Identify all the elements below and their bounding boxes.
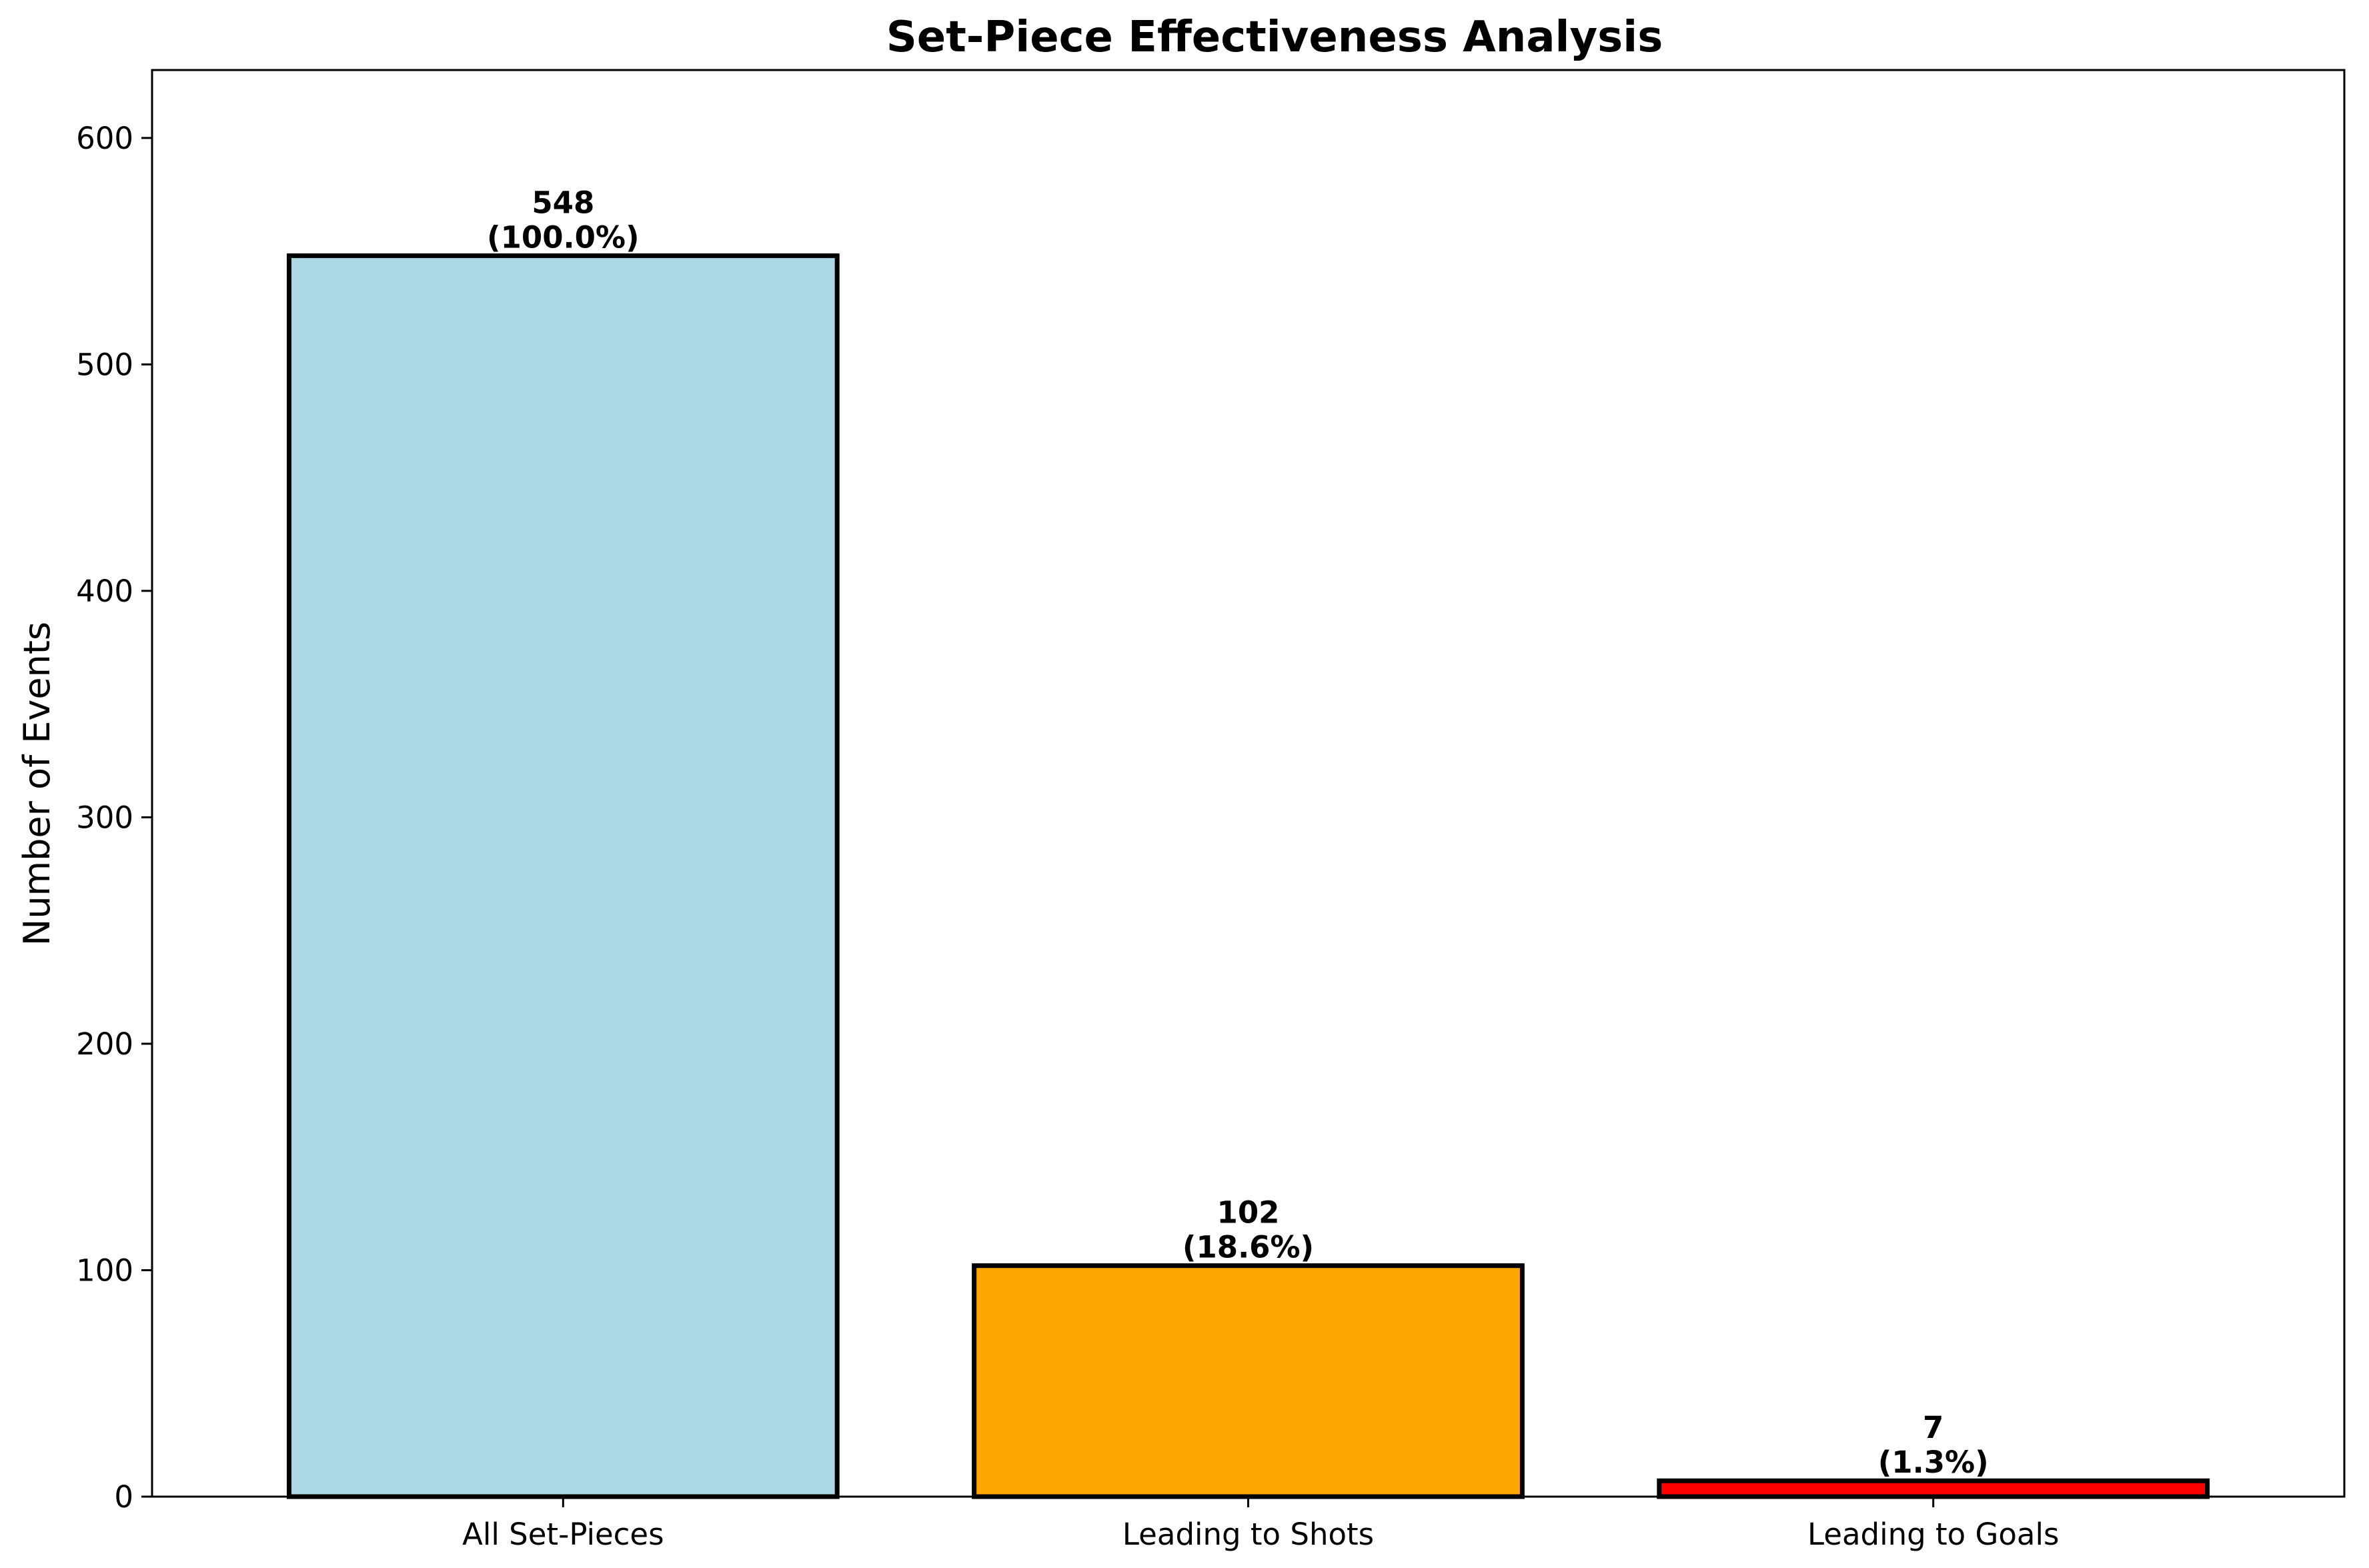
- data-label-0-0: 548: [532, 185, 594, 220]
- x-tick-label-2: Leading to Goals: [1807, 1517, 2059, 1552]
- y-axis-label: Number of Events: [16, 622, 58, 946]
- data-label-0-1: (100.0%): [487, 219, 640, 255]
- y-tick-label-2: 200: [76, 1026, 133, 1062]
- x-axis-ticks: All Set-Pieces Leading to Shots Leading to…: [462, 1497, 2059, 1552]
- chart-title: Set-Piece Effectiveness Analysis: [886, 13, 1663, 62]
- y-tick-label-4: 400: [76, 574, 133, 609]
- y-tick-label-0: 0: [114, 1479, 133, 1515]
- bar-1: [972, 1263, 1525, 1499]
- bars: [286, 253, 2210, 1499]
- data-label-2-0: 7: [1923, 1410, 1943, 1445]
- bar-2: [1657, 1478, 2210, 1499]
- y-tick-label-3: 300: [76, 800, 133, 835]
- data-label-1-1: (18.6%): [1182, 1230, 1314, 1265]
- data-label-2-1: (1.3%): [1878, 1445, 1989, 1480]
- y-tick-label-6: 600: [76, 121, 133, 156]
- data-labels: 548(100.0%) 102(18.6%) 7(1.3%): [487, 185, 1989, 1480]
- y-axis-ticks: 0 100 200 300 400 500 600: [76, 121, 152, 1515]
- data-label-1-0: 102: [1217, 1195, 1280, 1231]
- y-tick-label-1: 100: [76, 1253, 133, 1288]
- plot-frame: [151, 69, 2346, 1498]
- x-tick-label-1: Leading to Shots: [1122, 1517, 1374, 1552]
- y-tick-label-5: 500: [76, 347, 133, 382]
- x-tick-label-0: All Set-Pieces: [462, 1517, 664, 1552]
- bar-0: [286, 253, 840, 1499]
